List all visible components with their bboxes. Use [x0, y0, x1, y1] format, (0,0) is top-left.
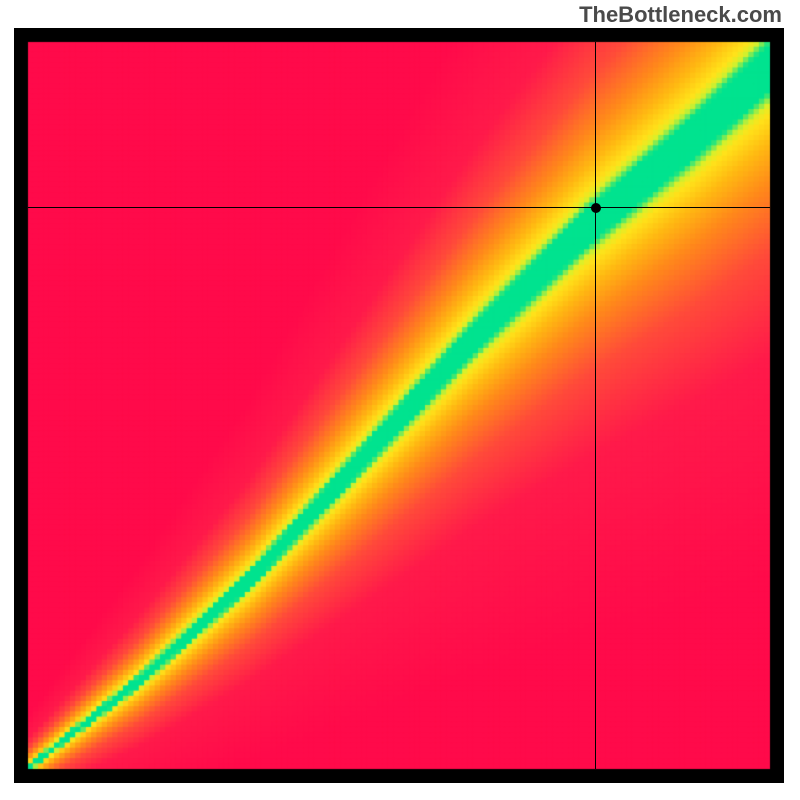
- crosshair-vertical: [595, 42, 596, 769]
- crosshair-point: [591, 203, 601, 213]
- bottleneck-heatmap: [14, 28, 784, 783]
- crosshair-horizontal: [28, 207, 770, 208]
- attribution-text: TheBottleneck.com: [579, 2, 782, 28]
